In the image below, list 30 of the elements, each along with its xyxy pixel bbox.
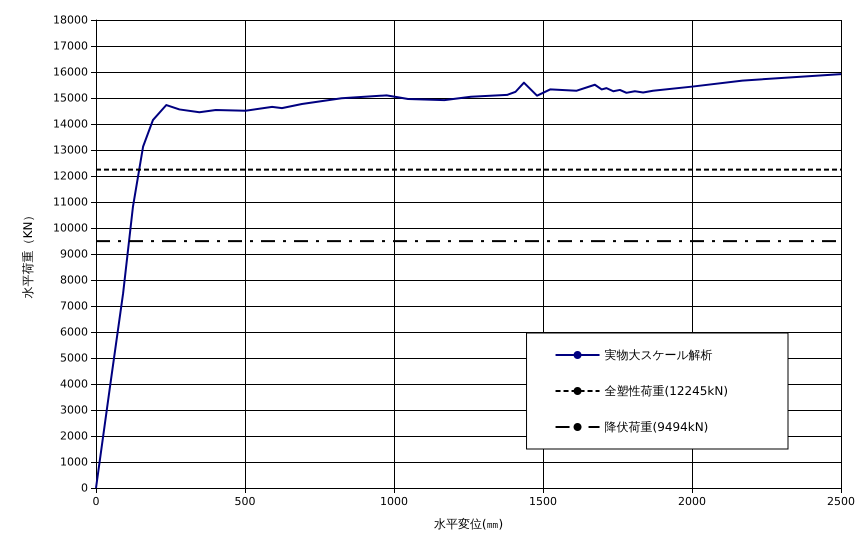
legend-label: 全塑性荷重(12245kN)	[604, 384, 728, 398]
x-tick-label: 0	[92, 495, 100, 508]
y-tick-label: 8000	[60, 274, 88, 286]
x-axis-title: 水平変位(㎜)	[434, 517, 504, 531]
y-tick-label: 17000	[53, 40, 88, 52]
y-tick-label: 0	[81, 482, 88, 494]
x-tick-label: 1500	[529, 495, 557, 508]
y-tick-label: 11000	[53, 196, 88, 208]
y-tick-label: 16000	[53, 66, 88, 78]
y-tick-label: 12000	[53, 170, 88, 182]
y-tick-label: 5000	[60, 352, 88, 364]
y-tick-label: 3000	[60, 404, 88, 416]
y-tick-label: 7000	[60, 300, 88, 312]
x-tick-label: 2500	[827, 495, 856, 508]
legend-label: 降伏荷重(9494kN)	[604, 420, 708, 434]
x-tick-label: 2000	[678, 495, 706, 508]
y-tick-label: 13000	[53, 144, 88, 156]
y-tick-label: 1000	[60, 456, 88, 468]
x-tick-label: 1000	[380, 495, 408, 508]
y-tick-label: 6000	[60, 326, 88, 338]
y-tick-label: 9000	[60, 248, 88, 260]
y-tick-label: 2000	[60, 430, 88, 442]
x-tick-label: 500	[234, 495, 256, 508]
y-tick-label: 18000	[53, 14, 88, 26]
y-tick-label: 15000	[53, 92, 88, 104]
y-tick-label: 10000	[53, 222, 88, 234]
y-tick-label: 4000	[60, 378, 88, 390]
y-tick-label: 14000	[53, 118, 88, 130]
y-axis-title: 水平荷重（KN）	[21, 210, 35, 298]
legend-label: 実物大スケール解析	[604, 348, 713, 362]
